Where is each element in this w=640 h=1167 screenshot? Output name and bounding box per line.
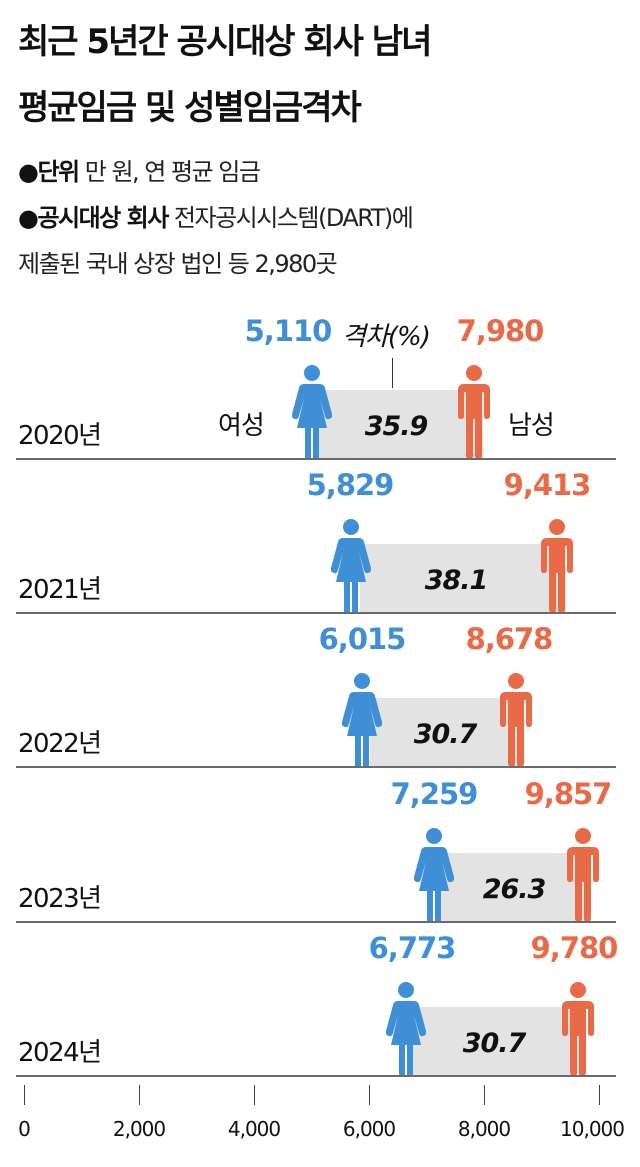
female-legend-label: 여성 [218,411,265,441]
year-label: 2021년 [18,575,102,605]
year-label: 2020년 [18,421,102,451]
unit-note-text: 만 원, 연 평균 임금 [78,158,261,186]
axis-tick-label: 0 [18,1117,31,1141]
gap-value: 30.7 [462,1028,527,1059]
gap-band [360,544,566,612]
axis-tick [24,1085,25,1105]
female-value: 7,259 [390,777,479,811]
scope-note: ●공시대상 회사 전자공시시스템(DART)에 [18,203,414,233]
axis-tick-label: 4,000 [227,1117,281,1141]
male-value: 7,980 [456,314,545,348]
woman-icon [414,827,454,923]
axis-tick [484,1085,485,1105]
row-baseline [16,766,616,768]
man-icon [454,364,494,460]
row-baseline [16,1075,616,1077]
male-value: 9,780 [530,931,619,965]
unit-note-label: ●단위 [18,158,80,186]
female-value: 5,110 [244,314,333,348]
row-baseline [16,612,616,614]
row-2023: 2023년 7,259 9,857 26.3 [0,769,640,923]
axis-tick [254,1085,255,1105]
axis-tick [369,1085,370,1105]
male-value: 9,857 [524,777,613,811]
row-baseline [16,458,616,460]
woman-icon [342,672,382,768]
row-2024: 2024년 6,773 9,780 30.7 [0,923,640,1077]
x-axis: 0 2,000 4,000 6,000 8,000 10,000 [0,1077,640,1167]
scope-note-cont: 제출된 국내 상장 법인 등 2,980곳 [18,250,338,278]
axis-tick-label: 2,000 [112,1117,166,1141]
gap-header: 격차(%) [342,322,431,352]
year-label: 2024년 [18,1038,102,1068]
gap-value: 26.3 [482,874,547,905]
woman-icon [331,518,371,614]
gap-leader-line [392,358,393,388]
dumbbell-chart: 2020년 여성 남성 격차(%) 5,110 7,980 35.9 2021년… [0,300,640,1167]
gap-band [370,698,523,766]
row-2020: 2020년 여성 남성 격차(%) 5,110 7,980 35.9 [0,306,640,460]
axis-tick [139,1085,140,1105]
chart-title-line2: 평균임금 및 성별임금격차 [18,88,362,128]
axis-tick [599,1085,600,1105]
man-icon [563,827,603,923]
row-2021: 2021년 5,829 9,413 38.1 [0,460,640,614]
gap-value: 30.7 [413,719,478,750]
gap-band [318,390,483,458]
row-2022: 2022년 6,015 8,678 30.7 [0,614,640,768]
axis-tick-label: 10,000 [560,1117,625,1141]
gap-value: 35.9 [364,411,429,442]
scope-note-label: ●공시대상 회사 [18,204,169,232]
female-value: 6,015 [318,622,407,656]
unit-note: ●단위 만 원, 연 평균 임금 [18,157,261,187]
woman-icon [386,981,426,1077]
gap-value: 38.1 [424,565,489,596]
scope-note-text: 전자공시시스템(DART)에 [167,204,414,232]
man-icon [558,981,598,1077]
woman-icon [292,364,332,460]
year-label: 2022년 [18,729,102,759]
gap-band [413,1007,586,1075]
man-icon [496,672,536,768]
male-value: 8,678 [465,622,554,656]
man-icon [537,518,577,614]
chart-title-line1: 최근 5년간 공시대상 회사 남녀 [18,22,432,62]
axis-tick-label: 6,000 [342,1117,396,1141]
row-baseline [16,921,616,923]
gap-band [441,853,591,921]
year-label: 2023년 [18,884,102,914]
axis-tick-label: 8,000 [457,1117,511,1141]
male-legend-label: 남성 [508,411,555,441]
female-value: 5,829 [306,468,395,502]
male-value: 9,413 [503,468,592,502]
female-value: 6,773 [368,931,457,965]
